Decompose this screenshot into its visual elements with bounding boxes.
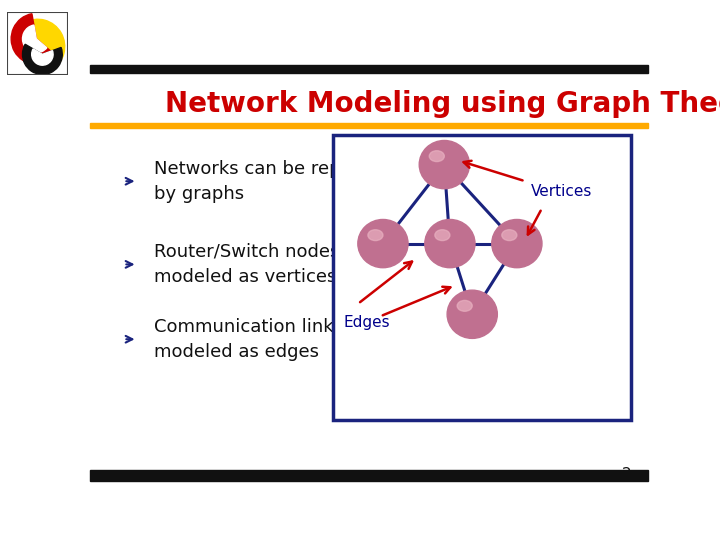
Ellipse shape [425, 219, 475, 268]
Ellipse shape [368, 230, 383, 241]
Bar [90, 470, 648, 481]
Wedge shape [32, 49, 53, 65]
Text: Network Modeling using Graph Theory: Network Modeling using Graph Theory [166, 90, 720, 118]
Bar [90, 65, 648, 73]
Ellipse shape [419, 140, 469, 188]
Text: Edges: Edges [344, 315, 390, 330]
Ellipse shape [457, 300, 472, 311]
Ellipse shape [502, 230, 517, 241]
Text: Communication links
modeled as edges: Communication links modeled as edges [154, 318, 343, 361]
Text: Router/Switch nodes
modeled as vertices: Router/Switch nodes modeled as vertices [154, 243, 340, 286]
Wedge shape [22, 44, 62, 75]
Ellipse shape [435, 230, 450, 241]
Text: Networks can be represented
by graphs: Networks can be represented by graphs [154, 160, 420, 202]
FancyBboxPatch shape [333, 136, 631, 420]
Bar [90, 123, 648, 128]
Ellipse shape [447, 290, 498, 339]
Ellipse shape [429, 151, 444, 161]
Bar [90, 73, 648, 134]
Wedge shape [24, 19, 65, 70]
Text: Vertices: Vertices [531, 184, 592, 199]
Wedge shape [22, 25, 47, 53]
Ellipse shape [358, 219, 408, 268]
Wedge shape [12, 14, 55, 64]
Text: 2: 2 [621, 467, 631, 482]
Ellipse shape [492, 219, 542, 268]
